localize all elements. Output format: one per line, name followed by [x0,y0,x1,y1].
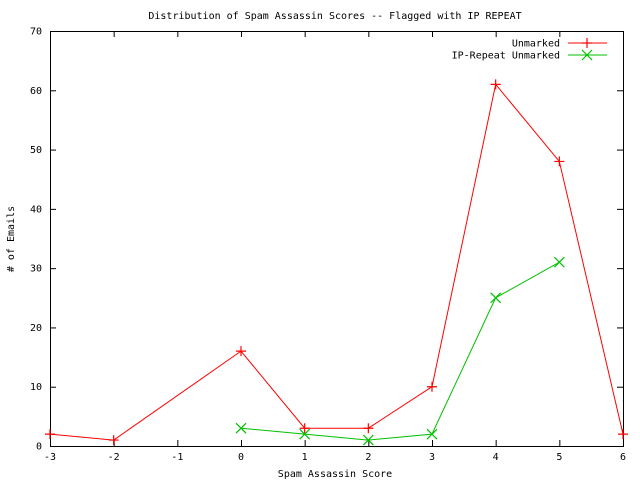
data-point [618,429,628,440]
x-tick-label: 6 [620,452,626,463]
data-point [490,79,501,90]
x-tick-label: -2 [108,452,120,463]
y-tick-label: 30 [30,264,42,275]
data-point [362,434,374,446]
x-tick-label: -1 [171,452,183,463]
legend-marker [581,49,593,61]
x-tick-label: 1 [302,452,308,463]
series-line [49,83,624,441]
legend-label: Unmarked [512,39,560,50]
y-tick-label: 50 [30,145,42,156]
data-point [45,429,55,440]
y-tick-label: 20 [30,323,42,334]
y-tick-label: 40 [30,204,42,215]
x-tick-label: 2 [365,452,371,463]
series-1 [235,256,565,446]
data-point [236,346,246,357]
y-tick-label: 60 [30,86,42,97]
data-point [426,428,438,440]
series-layer [45,79,628,446]
y-tick-label: 0 [36,442,42,453]
y-tick-label: 10 [30,382,42,393]
data-point [427,381,437,392]
x-tick-label: 4 [493,452,499,463]
data-point [554,156,565,167]
y-tick-label: 70 [30,27,42,38]
series-0 [45,79,628,446]
data-point [235,422,247,434]
series-line [240,261,560,441]
x-axis-label: Spam Assassin Score [278,469,392,480]
data-point [108,435,119,446]
data-point [299,428,311,440]
plot-frame [50,31,624,447]
data-point [299,423,310,434]
data-point [490,292,502,304]
x-tick-label: -3 [44,452,56,463]
legend-marker [582,38,592,48]
x-tick-label: 0 [238,452,244,463]
x-tick-label: 3 [429,452,435,463]
x-tick-label: 5 [556,452,562,463]
y-axis-label: # of Emails [6,206,17,272]
data-point [363,423,374,434]
chart-title: Distribution of Spam Assassin Scores -- … [148,11,521,22]
legend-label: IP-Repeat Unmarked [452,51,560,62]
data-point [553,256,565,268]
